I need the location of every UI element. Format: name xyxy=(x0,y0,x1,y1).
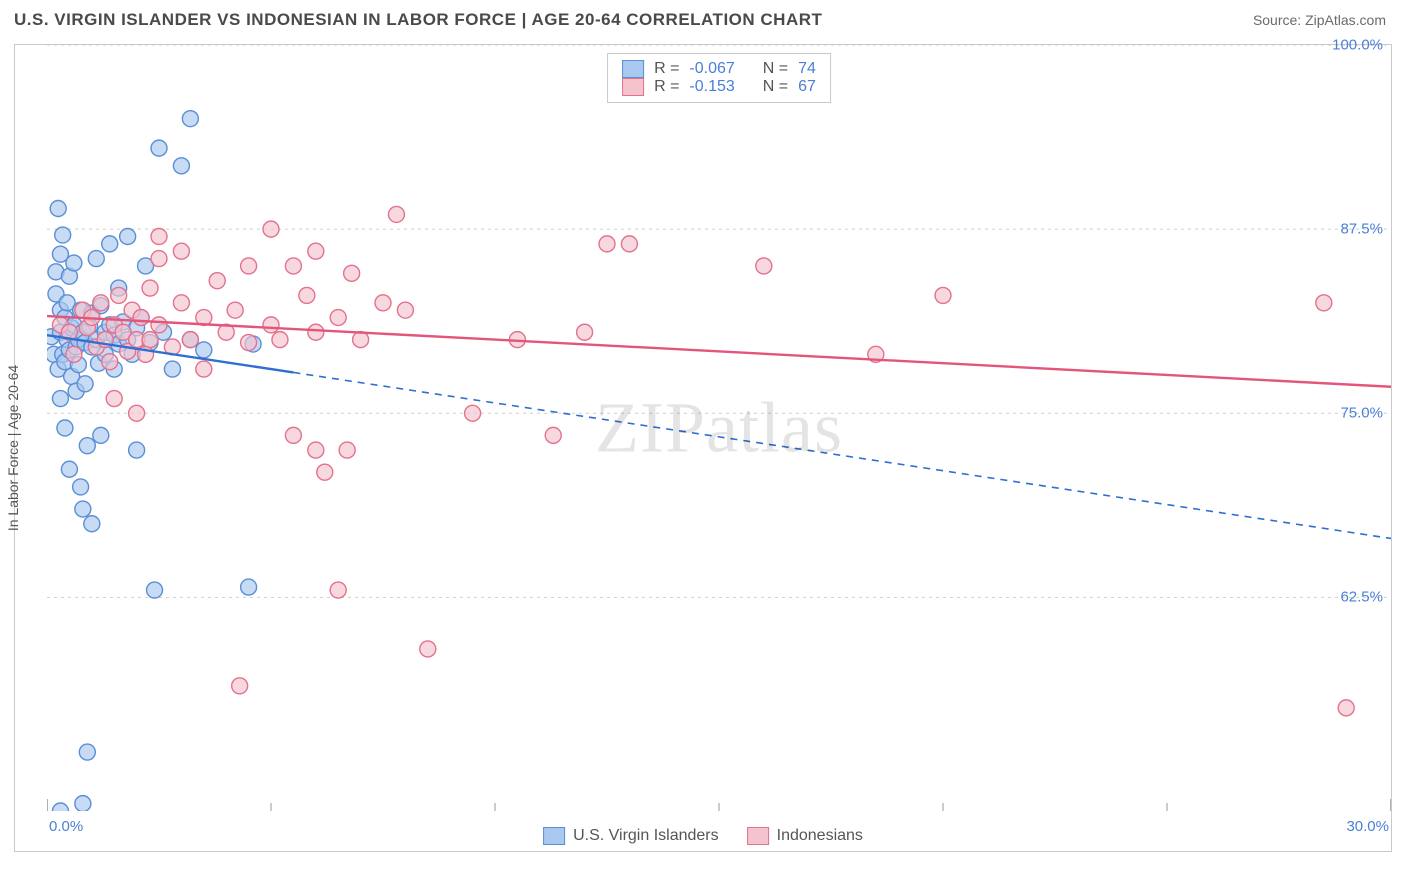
r-label-2: R = xyxy=(654,78,679,96)
r-value-usvi: -0.067 xyxy=(689,60,734,78)
n-label-2: N = xyxy=(763,78,788,96)
swatch-indo xyxy=(622,78,644,96)
y-tick-label: 100.0% xyxy=(1332,37,1383,54)
source-label: Source: xyxy=(1253,12,1305,28)
r-label: R = xyxy=(654,60,679,78)
legend-stats-row-indo: R = -0.153 N = 67 xyxy=(622,78,816,96)
legend-stats: R = -0.067 N = 74 R = -0.153 N = 67 xyxy=(607,53,831,103)
legend-item-usvi: U.S. Virgin Islanders xyxy=(543,827,719,845)
title-bar: U.S. VIRGIN ISLANDER VS INDONESIAN IN LA… xyxy=(0,0,1406,36)
scatter-svg xyxy=(47,45,1391,811)
n-value-usvi: 74 xyxy=(798,60,816,78)
source-value: ZipAtlas.com xyxy=(1305,12,1386,28)
x-tick-label: 0.0% xyxy=(49,818,83,835)
n-label: N = xyxy=(763,60,788,78)
chart-title: U.S. VIRGIN ISLANDER VS INDONESIAN IN LA… xyxy=(14,10,822,30)
r-value-indo: -0.153 xyxy=(689,78,734,96)
plot-container: In Labor Force | Age 20-64 ZIPatlas R = … xyxy=(14,44,1392,852)
n-value-indo: 67 xyxy=(798,78,816,96)
y-axis-label: In Labor Force | Age 20-64 xyxy=(5,365,21,531)
plot-area: ZIPatlas R = -0.067 N = 74 R = -0.153 N … xyxy=(47,45,1391,811)
y-tick-label: 62.5% xyxy=(1340,589,1383,606)
swatch-usvi-2 xyxy=(543,827,565,845)
legend-series: U.S. Virgin Islanders Indonesians xyxy=(543,827,863,845)
y-tick-label: 87.5% xyxy=(1340,221,1383,238)
source-text: Source: ZipAtlas.com xyxy=(1253,12,1386,28)
x-tick-label: 30.0% xyxy=(1346,818,1389,835)
y-tick-label: 75.0% xyxy=(1340,405,1383,422)
legend-stats-row-usvi: R = -0.067 N = 74 xyxy=(622,60,816,78)
legend-label-usvi: U.S. Virgin Islanders xyxy=(573,827,719,845)
swatch-indo-2 xyxy=(747,827,769,845)
legend-label-indo: Indonesians xyxy=(777,827,863,845)
legend-item-indo: Indonesians xyxy=(747,827,863,845)
swatch-usvi xyxy=(622,60,644,78)
